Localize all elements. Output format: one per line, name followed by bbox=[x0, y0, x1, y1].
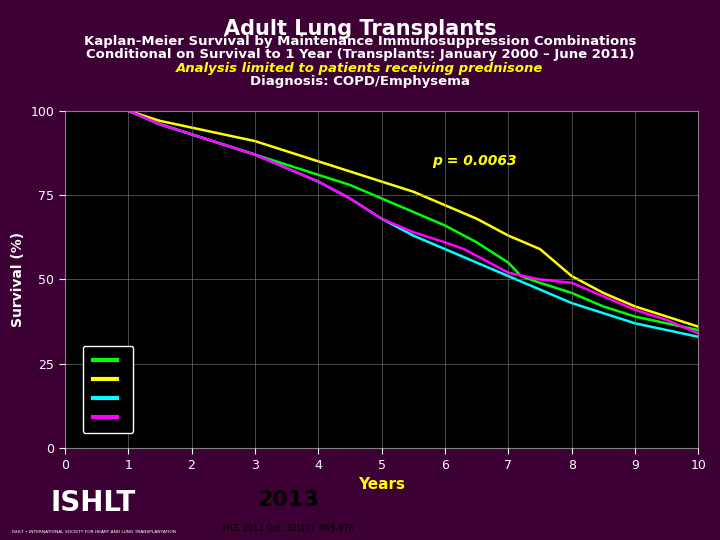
Text: Analysis limited to patients receiving prednisone: Analysis limited to patients receiving p… bbox=[176, 62, 544, 75]
Y-axis label: Survival (%): Survival (%) bbox=[11, 232, 25, 327]
Text: Diagnosis: COPD/Emphysema: Diagnosis: COPD/Emphysema bbox=[250, 75, 470, 87]
Text: p = 0.0063: p = 0.0063 bbox=[432, 154, 517, 168]
Text: Kaplan-Meier Survival by Maintenance Immunosuppression Combinations: Kaplan-Meier Survival by Maintenance Imm… bbox=[84, 35, 636, 48]
Text: ISHLT • INTERNATIONAL SOCIETY FOR HEART AND LUNG TRANSPLANTATION: ISHLT • INTERNATIONAL SOCIETY FOR HEART … bbox=[12, 530, 176, 534]
Text: Conditional on Survival to 1 Year (Transplants: January 2000 – June 2011): Conditional on Survival to 1 Year (Trans… bbox=[86, 48, 634, 60]
X-axis label: Years: Years bbox=[358, 477, 405, 492]
Text: 2013: 2013 bbox=[257, 489, 319, 510]
Text: Adult Lung Transplants: Adult Lung Transplants bbox=[224, 19, 496, 39]
Text: ISHLT: ISHLT bbox=[51, 489, 136, 517]
Text: JHLT. 2013 Oct; 32(10): 965-978: JHLT. 2013 Oct; 32(10): 965-978 bbox=[222, 524, 354, 532]
Legend: , , , : , , , bbox=[83, 346, 133, 433]
